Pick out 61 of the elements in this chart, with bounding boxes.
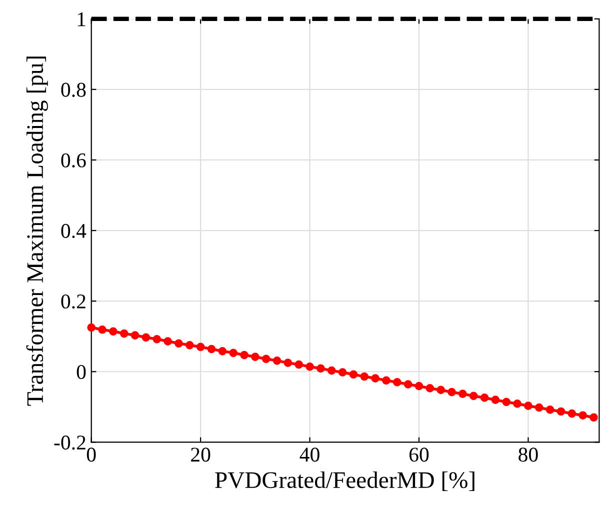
y-tick-label: 0.4 xyxy=(61,224,86,238)
point xyxy=(229,348,238,358)
point xyxy=(185,340,194,350)
point xyxy=(294,360,304,369)
point xyxy=(196,342,205,352)
point xyxy=(316,364,325,373)
point xyxy=(349,370,358,379)
y-tick-label: -0.2 xyxy=(54,436,86,450)
point xyxy=(109,327,118,336)
x-tick-label: 60 xyxy=(409,448,429,462)
point xyxy=(240,350,248,360)
point xyxy=(360,372,369,381)
y-tick-label: 0.6 xyxy=(61,153,86,168)
point xyxy=(262,354,270,364)
point xyxy=(469,392,478,400)
point xyxy=(556,407,566,416)
point xyxy=(130,331,140,340)
point xyxy=(480,394,489,402)
point xyxy=(218,346,227,356)
point xyxy=(491,396,500,404)
point xyxy=(458,390,467,398)
point xyxy=(251,352,260,361)
point xyxy=(371,374,380,382)
point xyxy=(327,366,336,375)
y-axis-title: Transformer Maximum Loading [pu] xyxy=(26,56,48,406)
x-tick-label: 80 xyxy=(518,448,538,462)
point xyxy=(272,356,282,365)
point xyxy=(404,380,412,388)
point xyxy=(568,409,576,418)
point xyxy=(207,344,216,354)
x-tick-label: 20 xyxy=(191,448,210,462)
point xyxy=(174,339,183,348)
point xyxy=(426,384,434,392)
point xyxy=(284,358,292,367)
point xyxy=(448,388,456,396)
y-tick-label: 0.2 xyxy=(61,294,86,309)
y-tick-label: 0 xyxy=(76,364,86,380)
point xyxy=(152,335,162,344)
point xyxy=(382,376,390,385)
y-tick-label: 1 xyxy=(78,12,86,26)
point xyxy=(87,323,96,332)
x-tick-label: 0 xyxy=(86,448,96,462)
x-axis-title: PVDGrated/FeederMD [%] xyxy=(215,471,474,492)
x-tick-label: 40 xyxy=(300,448,320,462)
y-tick-label: 0.8 xyxy=(61,82,86,97)
point xyxy=(414,382,424,390)
point xyxy=(546,406,554,414)
point xyxy=(392,378,402,386)
point xyxy=(98,325,106,334)
point xyxy=(164,337,172,346)
point xyxy=(524,402,532,410)
point xyxy=(142,333,150,342)
point xyxy=(513,400,522,408)
point xyxy=(578,411,587,420)
point xyxy=(338,368,347,376)
point xyxy=(436,386,446,394)
point xyxy=(120,329,128,338)
point xyxy=(590,413,598,422)
point xyxy=(534,403,544,412)
point xyxy=(306,362,314,371)
point xyxy=(502,398,511,406)
